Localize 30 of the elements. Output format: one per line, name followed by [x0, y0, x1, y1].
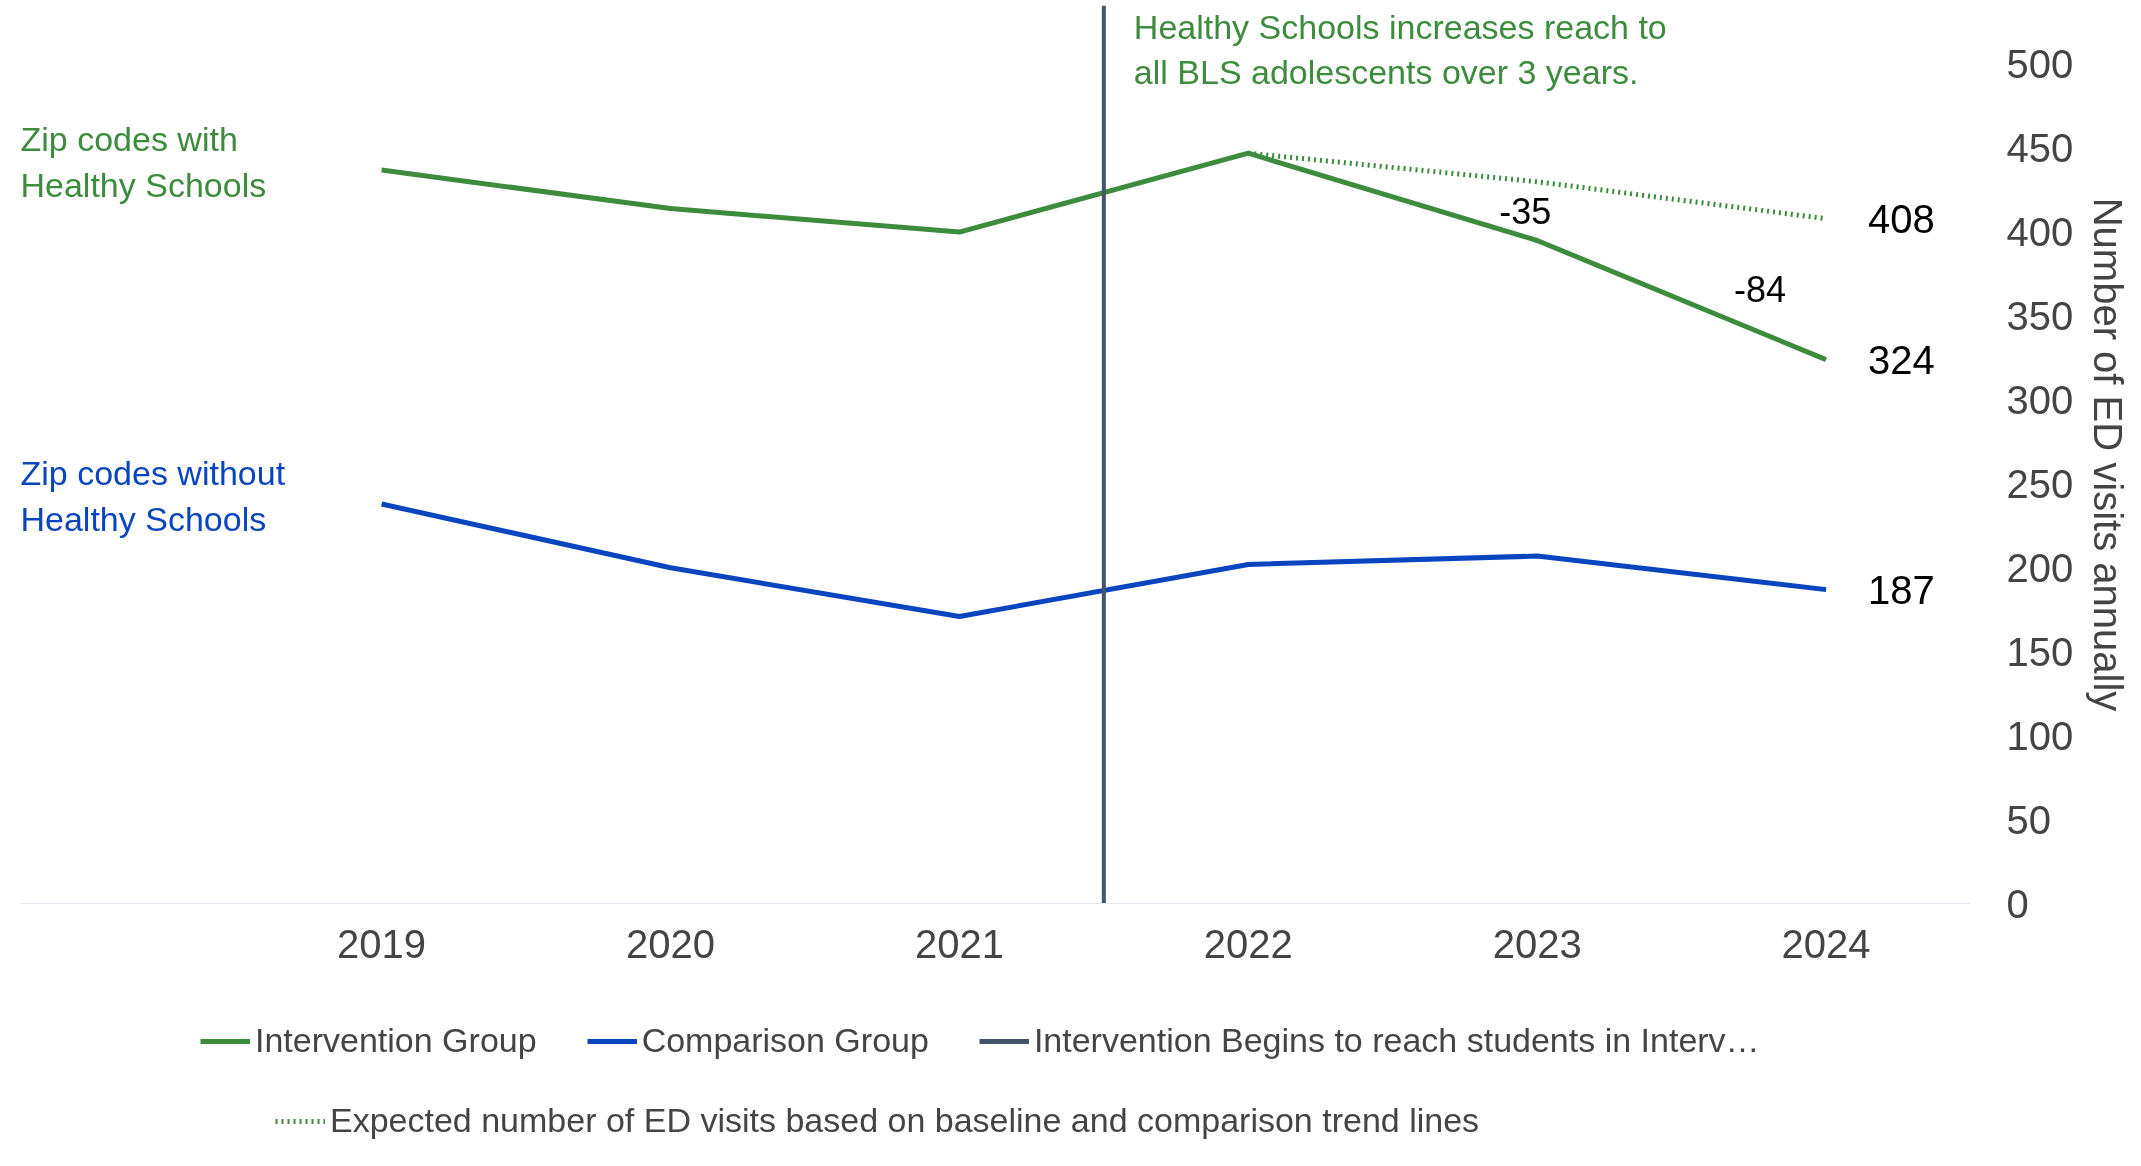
y-tick-label: 450	[2006, 126, 2074, 171]
annotation: -84	[1734, 269, 1787, 311]
x-tick-label: 2024	[1781, 921, 1871, 966]
y-tick-label: 400	[2006, 210, 2074, 255]
annotation: Zip codes without Healthy Schools	[20, 454, 286, 538]
data-label: 408	[1868, 196, 1935, 241]
legend-label: Expected number of ED visits based on baseline and comparison trend lines	[330, 1101, 1480, 1140]
y-tick-label: 0	[2006, 881, 2029, 926]
y-tick-label: 200	[2006, 545, 2074, 590]
ref-line-label: Healthy Schools increases reach to all BLS adolescents over 3 years.	[1133, 7, 1667, 92]
x-tick-label: 2019	[337, 921, 427, 966]
y-axis-title: Number of ED visits annually	[2086, 197, 2131, 712]
y-tick-label: 350	[2006, 294, 2074, 339]
annotation: Zip codes with Healthy Schools	[20, 120, 267, 204]
legend-label: Comparison Group	[641, 1021, 929, 1060]
y-tick-label: 100	[2006, 713, 2074, 758]
x-tick-label: 2023	[1492, 921, 1582, 966]
y-tick-label: 500	[2006, 42, 2074, 87]
x-tick-label: 2020	[626, 921, 715, 966]
x-tick-label: 2021	[914, 921, 1004, 966]
text: Intervention Begins to reach students in Interv…	[1033, 1021, 1760, 1060]
data-label: 187	[1868, 567, 1935, 612]
y-tick-label: 150	[2006, 629, 2074, 674]
data-label: 324	[1868, 337, 1935, 382]
y-tick-label: 50	[2006, 797, 2051, 842]
x-tick-label: 2022	[1203, 921, 1293, 966]
y-tick-label: 300	[2006, 377, 2074, 422]
legend-label: Intervention Group	[255, 1021, 537, 1060]
y-tick-label: 250	[2006, 461, 2074, 506]
annotation: -35	[1499, 191, 1552, 233]
